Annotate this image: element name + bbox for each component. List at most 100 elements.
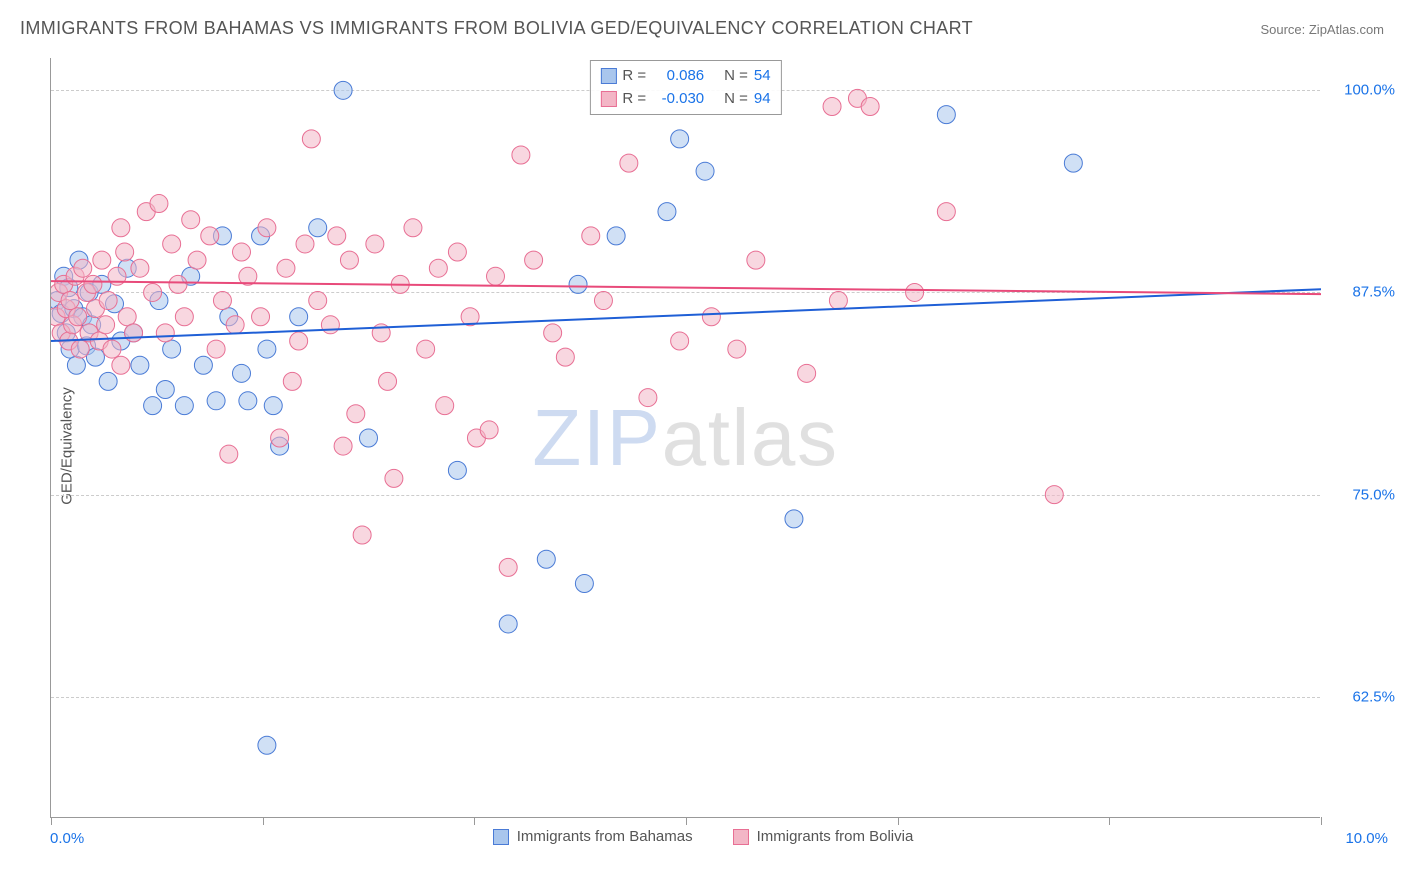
x-tick [474, 817, 475, 825]
data-point-bolivia [556, 348, 574, 366]
data-point-bolivia [112, 356, 130, 374]
data-point-bahamas [499, 615, 517, 633]
data-point-bahamas [569, 275, 587, 293]
legend-swatch [733, 829, 749, 845]
data-point-bahamas [537, 550, 555, 568]
series-legend: Immigrants from Bahamas Immigrants from B… [0, 828, 1406, 845]
data-point-bolivia [829, 292, 847, 310]
data-point-bahamas [575, 575, 593, 593]
data-point-bolivia [639, 389, 657, 407]
data-point-bahamas [131, 356, 149, 374]
data-point-bolivia [252, 308, 270, 326]
data-point-bolivia [480, 421, 498, 439]
data-point-bolivia [385, 469, 403, 487]
data-point-bolivia [620, 154, 638, 172]
data-point-bolivia [169, 275, 187, 293]
data-point-bolivia [97, 316, 115, 334]
data-point-bolivia [499, 558, 517, 576]
data-point-bolivia [594, 292, 612, 310]
data-point-bolivia [156, 324, 174, 342]
legend-swatch [600, 68, 616, 84]
data-point-bolivia [544, 324, 562, 342]
y-tick-label: 100.0% [1330, 82, 1395, 99]
x-tick [686, 817, 687, 825]
data-point-bolivia [112, 219, 130, 237]
data-point-bolivia [429, 259, 447, 277]
data-point-bolivia [448, 243, 466, 261]
legend-label: Immigrants from Bolivia [757, 828, 914, 845]
data-point-bolivia [61, 292, 79, 310]
data-point-bolivia [328, 227, 346, 245]
data-point-bolivia [84, 275, 102, 293]
r-label: R = [622, 65, 646, 88]
data-point-bolivia [728, 340, 746, 358]
data-point-bahamas [658, 203, 676, 221]
legend-row-bahamas: R = 0.086 N = 54 [600, 65, 770, 88]
data-point-bahamas [696, 162, 714, 180]
data-point-bolivia [340, 251, 358, 269]
data-point-bahamas [99, 372, 117, 390]
data-point-bahamas [144, 397, 162, 415]
trend-line-bolivia [51, 281, 1321, 294]
data-point-bolivia [347, 405, 365, 423]
chart-title: IMMIGRANTS FROM BAHAMAS VS IMMIGRANTS FR… [20, 18, 973, 39]
data-point-bahamas [1064, 154, 1082, 172]
n-label: N = [724, 65, 748, 88]
n-value: 94 [754, 88, 771, 111]
legend-item-bahamas: Immigrants from Bahamas [493, 828, 693, 845]
data-point-bolivia [69, 308, 87, 326]
r-label: R = [622, 88, 646, 111]
legend-swatch [600, 91, 616, 107]
data-point-bolivia [436, 397, 454, 415]
data-point-bahamas [194, 356, 212, 374]
data-point-bahamas [67, 356, 85, 374]
data-point-bolivia [258, 219, 276, 237]
y-tick-label: 87.5% [1330, 284, 1395, 301]
data-point-bolivia [379, 372, 397, 390]
legend-row-bolivia: R = -0.030 N = 94 [600, 88, 770, 111]
data-point-bahamas [264, 397, 282, 415]
data-point-bolivia [71, 340, 89, 358]
data-point-bolivia [798, 364, 816, 382]
trend-line-bahamas [51, 289, 1321, 341]
data-point-bolivia [525, 251, 543, 269]
data-point-bahamas [258, 340, 276, 358]
data-point-bolivia [334, 437, 352, 455]
data-point-bahamas [207, 392, 225, 410]
data-point-bolivia [103, 340, 121, 358]
data-point-bahamas [937, 106, 955, 124]
data-point-bahamas [309, 219, 327, 237]
data-point-bahamas [233, 364, 251, 382]
data-point-bolivia [321, 316, 339, 334]
r-value: 0.086 [652, 65, 704, 88]
data-point-bolivia [150, 195, 168, 213]
data-point-bolivia [131, 259, 149, 277]
r-value: -0.030 [652, 88, 704, 111]
data-point-bolivia [125, 324, 143, 342]
data-point-bolivia [404, 219, 422, 237]
data-point-bolivia [366, 235, 384, 253]
data-point-bolivia [861, 98, 879, 116]
x-tick [1321, 817, 1322, 825]
data-point-bolivia [823, 98, 841, 116]
data-point-bolivia [175, 308, 193, 326]
data-point-bolivia [747, 251, 765, 269]
plot-area: 100.0%87.5%75.0%62.5% ZIPatlas R =0.086N… [50, 58, 1320, 818]
data-point-bolivia [582, 227, 600, 245]
n-value: 54 [754, 65, 771, 88]
data-point-bolivia [353, 526, 371, 544]
data-point-bolivia [201, 227, 219, 245]
source-attribution: Source: ZipAtlas.com [1260, 22, 1384, 37]
data-point-bahamas [258, 736, 276, 754]
n-label: N = [724, 88, 748, 111]
legend-item-bolivia: Immigrants from Bolivia [733, 828, 914, 845]
data-point-bolivia [93, 251, 111, 269]
data-point-bahamas [785, 510, 803, 528]
data-point-bolivia [302, 130, 320, 148]
data-point-bolivia [118, 308, 136, 326]
data-point-bolivia [277, 259, 295, 277]
x-tick [51, 817, 52, 825]
data-point-bolivia [937, 203, 955, 221]
data-point-bolivia [296, 235, 314, 253]
data-point-bolivia [226, 316, 244, 334]
